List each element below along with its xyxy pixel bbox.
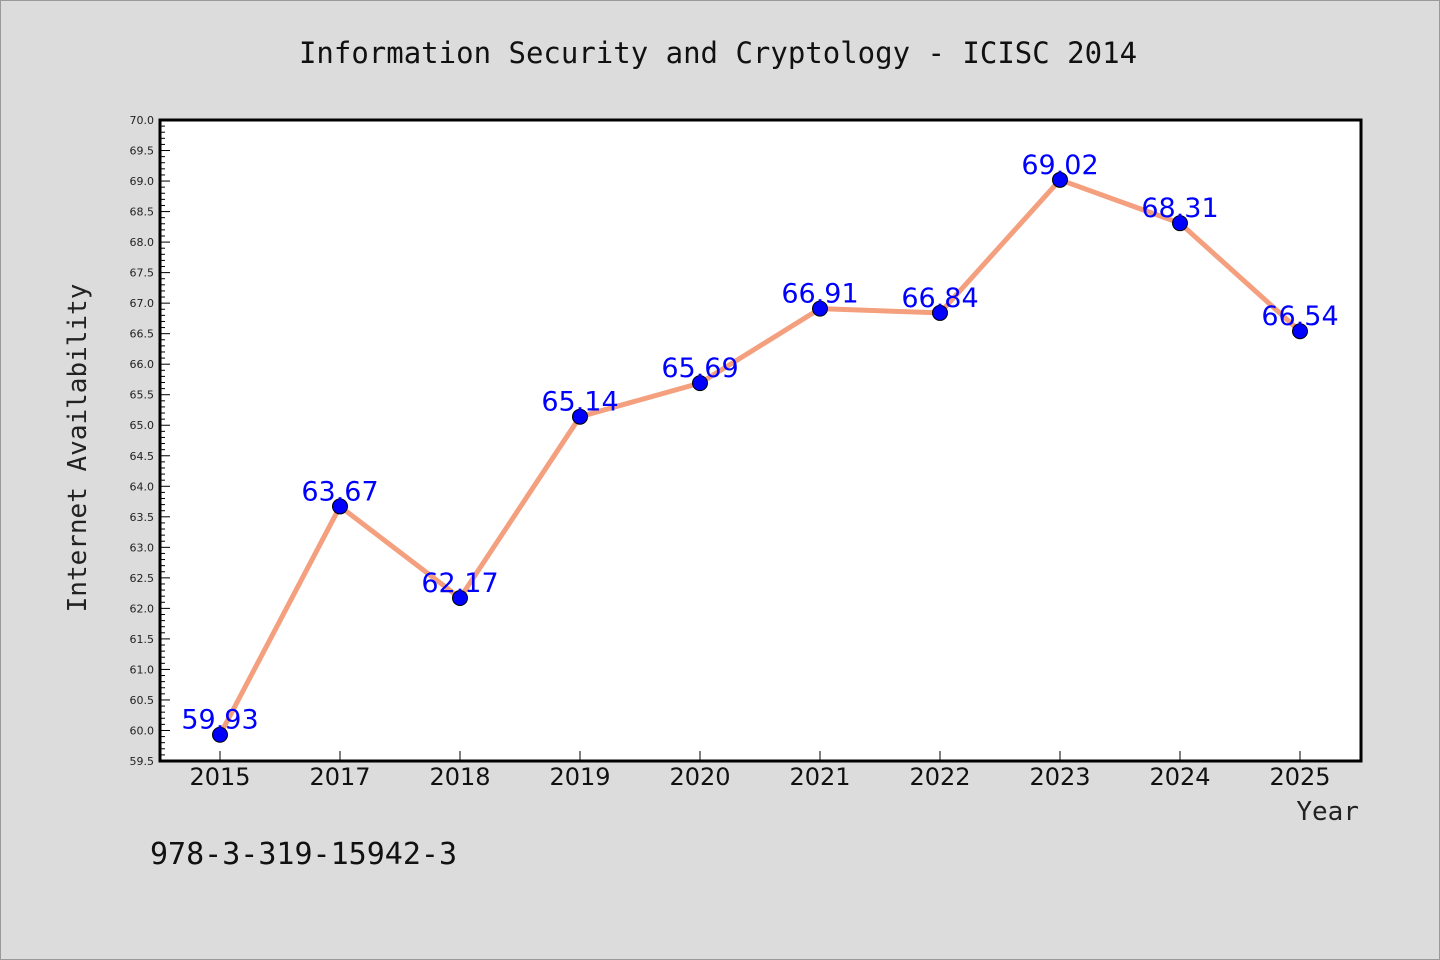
data-label: 66.54 xyxy=(1261,301,1338,332)
series-line xyxy=(217,177,1303,738)
x-axis-label: Year xyxy=(1296,797,1359,827)
data-label: 65.69 xyxy=(661,353,738,384)
y-tick-label: 69.0 xyxy=(130,175,155,188)
data-point xyxy=(932,304,948,321)
data-label: 62.17 xyxy=(421,568,498,599)
y-tick-label: 59.5 xyxy=(130,755,155,768)
y-tick-label: 63.5 xyxy=(130,511,155,524)
y-tick-label: 62.0 xyxy=(130,602,155,615)
x-tick-label: 2024 xyxy=(1149,763,1210,791)
y-tick-label: 64.5 xyxy=(130,450,155,463)
y-tick-label: 67.5 xyxy=(130,267,155,280)
y-tick-label: 67.0 xyxy=(130,297,155,310)
y-axis: 59.5 60.0 60.5 61.0 61.5 62.0 62.5 63.0 63.5 64.0… xyxy=(130,114,170,768)
data-point xyxy=(572,408,588,425)
y-tick-label: 69.5 xyxy=(130,145,155,158)
x-tick-label: 2017 xyxy=(309,763,370,791)
y-tick-label: 61.5 xyxy=(130,633,155,646)
data-label: 66.84 xyxy=(901,283,978,314)
y-tick-label: 60.0 xyxy=(130,724,155,737)
y-axis-label: Internet Availability xyxy=(63,284,93,613)
y-tick-label: 68.5 xyxy=(130,206,155,219)
data-point xyxy=(812,300,828,317)
data-point xyxy=(692,375,708,392)
x-tick-label: 2019 xyxy=(549,763,610,791)
y-tick-label: 64.0 xyxy=(130,480,155,493)
data-label: 65.14 xyxy=(541,387,618,418)
x-tick-label: 2018 xyxy=(429,763,490,791)
y-tick-label: 63.0 xyxy=(130,541,155,554)
data-point xyxy=(1052,171,1068,188)
y-tick-label: 70.0 xyxy=(130,114,155,127)
y-tick-label: 65.5 xyxy=(130,389,155,402)
data-label: 59.93 xyxy=(181,705,258,736)
chart-title: Information Security and Cryptology - IC… xyxy=(299,36,1137,70)
data-label: 66.91 xyxy=(781,279,858,310)
y-tick-label: 62.5 xyxy=(130,572,155,585)
y-tick-label: 66.5 xyxy=(130,328,155,341)
plot-area xyxy=(158,118,1363,763)
y-tick-label: 65.0 xyxy=(130,419,155,432)
data-label: 69.02 xyxy=(1021,150,1098,181)
y-tick-label: 68.0 xyxy=(130,236,155,249)
footnote-isbn: 978-3-319-15942-3 xyxy=(150,837,457,872)
x-tick-label: 2015 xyxy=(189,763,250,791)
x-axis: 2015 2017 2018 2019 2020 2021 2022 2023 2024 2025 xyxy=(189,751,1331,791)
data-point xyxy=(212,726,228,743)
y-tick-label: 60.5 xyxy=(130,694,155,707)
y-tick-label: 61.0 xyxy=(130,663,155,676)
data-label: 63.67 xyxy=(301,476,378,507)
data-point xyxy=(1172,215,1188,232)
data-point xyxy=(1292,323,1308,340)
x-tick-label: 2021 xyxy=(789,763,850,791)
data-point xyxy=(332,498,348,515)
x-tick-label: 2020 xyxy=(669,763,730,791)
data-label: 68.31 xyxy=(1141,193,1218,224)
y-tick-label: 66.0 xyxy=(130,358,155,371)
x-tick-label: 2025 xyxy=(1269,763,1330,791)
x-tick-label: 2022 xyxy=(909,763,970,791)
x-tick-label: 2023 xyxy=(1029,763,1090,791)
series-line-group xyxy=(212,171,1308,743)
data-point xyxy=(452,590,468,607)
data-labels-group: 59.93 63.67 62.17 65.14 65.69 66.91 66.84 69.02… xyxy=(181,150,1338,736)
